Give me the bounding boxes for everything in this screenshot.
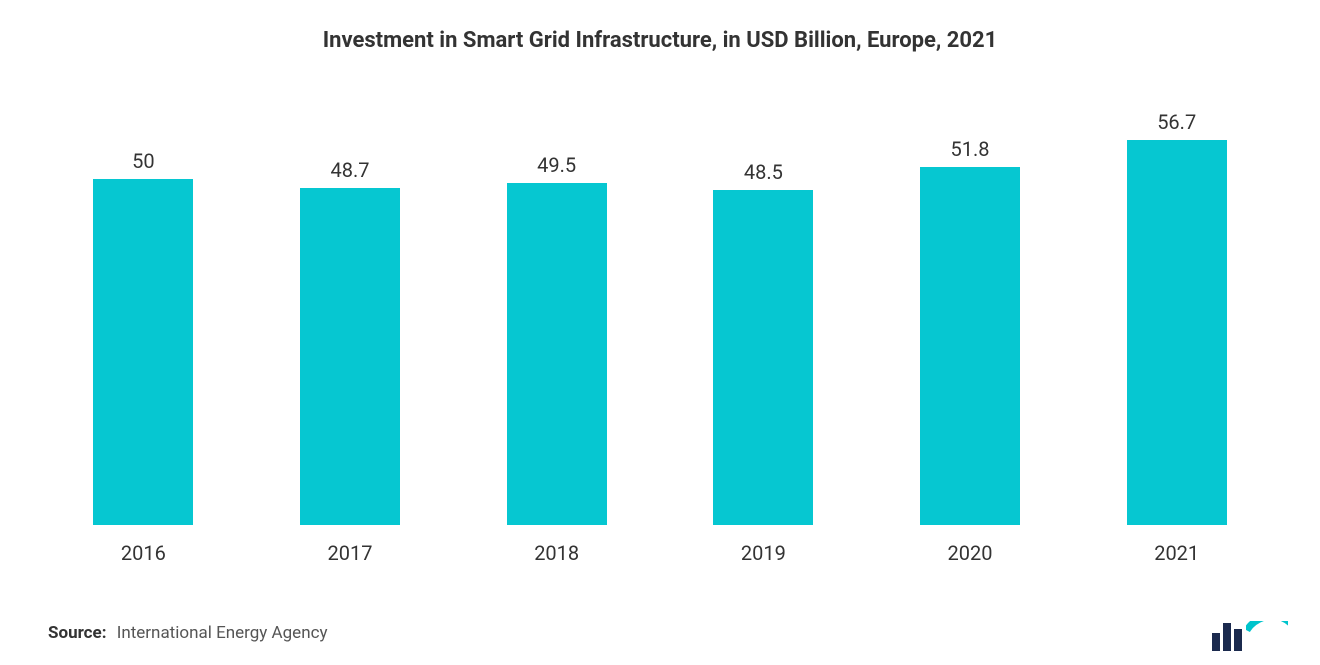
- logo-swoosh-icon: [1246, 621, 1288, 651]
- x-axis-labels: 201620172018201920202021: [40, 541, 1280, 565]
- chart-plot-area: 50 48.7 49.5 48.5 51.8 56.7: [40, 110, 1280, 525]
- chart-title: Investment in Smart Grid Infrastructure,…: [0, 0, 1320, 53]
- bar: [713, 190, 813, 525]
- x-axis-label: 2019: [660, 541, 867, 565]
- chart-container: Investment in Smart Grid Infrastructure,…: [0, 0, 1320, 665]
- bar-group: 49.5: [453, 110, 660, 525]
- x-axis-label: 2018: [453, 541, 660, 565]
- bar: [1127, 140, 1227, 525]
- bar-value-label: 48.5: [744, 160, 783, 184]
- logo-bars-icon: [1212, 623, 1242, 651]
- mordor-intelligence-logo: [1212, 621, 1288, 651]
- bar-value-label: 49.5: [537, 153, 576, 177]
- bar: [507, 183, 607, 525]
- source-citation: Source: International Energy Agency: [48, 623, 328, 643]
- bar-group: 50: [40, 110, 247, 525]
- x-axis-label: 2016: [40, 541, 247, 565]
- x-axis-label: 2017: [247, 541, 454, 565]
- source-label: Source:: [48, 623, 106, 643]
- bar-value-label: 56.7: [1157, 110, 1196, 134]
- bar: [920, 167, 1020, 525]
- bar-group: 56.7: [1073, 110, 1280, 525]
- bar: [93, 179, 193, 525]
- bar: [300, 188, 400, 525]
- source-text: International Energy Agency: [117, 623, 328, 643]
- x-axis-label: 2021: [1073, 541, 1280, 565]
- bar-group: 48.5: [660, 110, 867, 525]
- bar-value-label: 51.8: [951, 137, 990, 161]
- bar-value-label: 48.7: [331, 158, 370, 182]
- bar-group: 51.8: [867, 110, 1074, 525]
- bar-value-label: 50: [132, 149, 154, 173]
- x-axis-label: 2020: [867, 541, 1074, 565]
- bar-group: 48.7: [247, 110, 454, 525]
